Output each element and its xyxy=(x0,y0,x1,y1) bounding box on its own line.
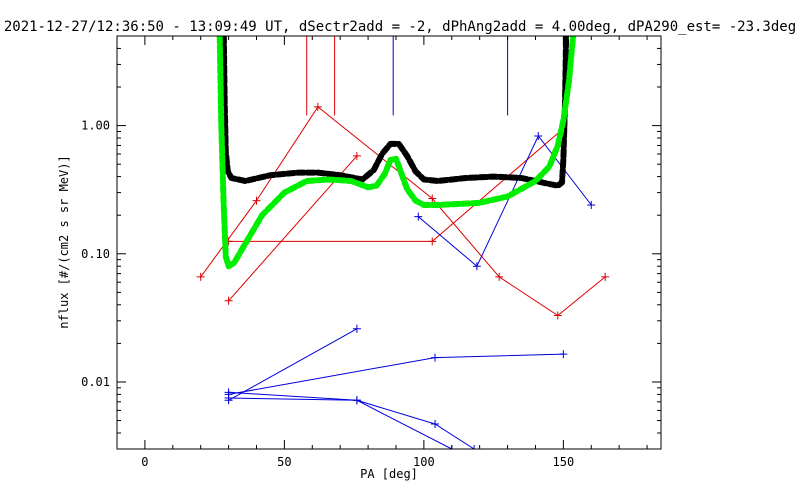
y-axis-label: nflux [#/(cm2 s sr MeV)] xyxy=(57,155,71,328)
y-tick-label: 0.01 xyxy=(81,375,110,389)
data-point-marker xyxy=(601,272,610,281)
series-line xyxy=(228,397,475,449)
data-layer xyxy=(196,36,610,449)
y-tick-label: 0.10 xyxy=(81,247,110,261)
x-tick-label: 50 xyxy=(277,455,291,469)
x-tick-label: 150 xyxy=(553,455,575,469)
series-line xyxy=(228,391,453,449)
series-blue-7 xyxy=(224,324,361,405)
chart-title: 2021-12-27/12:36:50 - 13:09:49 UT, dSect… xyxy=(4,19,796,35)
data-point-marker xyxy=(470,445,479,449)
series-blue-5 xyxy=(414,131,596,271)
data-point-marker xyxy=(352,324,361,333)
series-black-12 xyxy=(220,36,570,189)
series-line xyxy=(200,106,606,317)
series-line xyxy=(228,353,564,395)
data-point-marker xyxy=(224,388,233,397)
x-axis-label: PA [deg] xyxy=(360,467,418,481)
data-point-marker xyxy=(431,420,440,429)
y-axis: 0.01 0.10 1.00 xyxy=(81,35,661,450)
data-point-marker xyxy=(352,151,361,160)
data-point-marker xyxy=(252,196,261,205)
series-line xyxy=(220,36,570,189)
data-point-marker xyxy=(428,237,437,246)
y-tick-label: 1.00 xyxy=(81,119,110,133)
series-line xyxy=(228,328,358,401)
data-point-marker xyxy=(553,311,562,320)
data-point-marker xyxy=(224,296,233,305)
series-green-13 xyxy=(216,36,577,270)
data-point-marker xyxy=(428,194,437,203)
series-blue-9 xyxy=(224,388,456,449)
data-point-marker xyxy=(313,102,322,111)
data-point-marker xyxy=(196,272,205,281)
x-axis: 0 50 100 150 xyxy=(116,36,648,469)
data-point-marker xyxy=(431,353,440,362)
data-point-marker xyxy=(352,396,361,405)
plot-frame xyxy=(116,35,662,450)
series-blue-8 xyxy=(224,393,479,449)
data-point-marker xyxy=(414,212,423,221)
data-point-marker xyxy=(559,350,568,359)
x-tick-label: 0 xyxy=(141,455,148,469)
x-tick-label: 100 xyxy=(413,455,435,469)
data-point-marker xyxy=(495,272,504,281)
series-red-0 xyxy=(196,102,610,320)
data-point-marker xyxy=(534,131,543,140)
data-point-marker xyxy=(587,201,596,210)
data-point-marker xyxy=(472,262,481,271)
series-line xyxy=(216,36,577,270)
